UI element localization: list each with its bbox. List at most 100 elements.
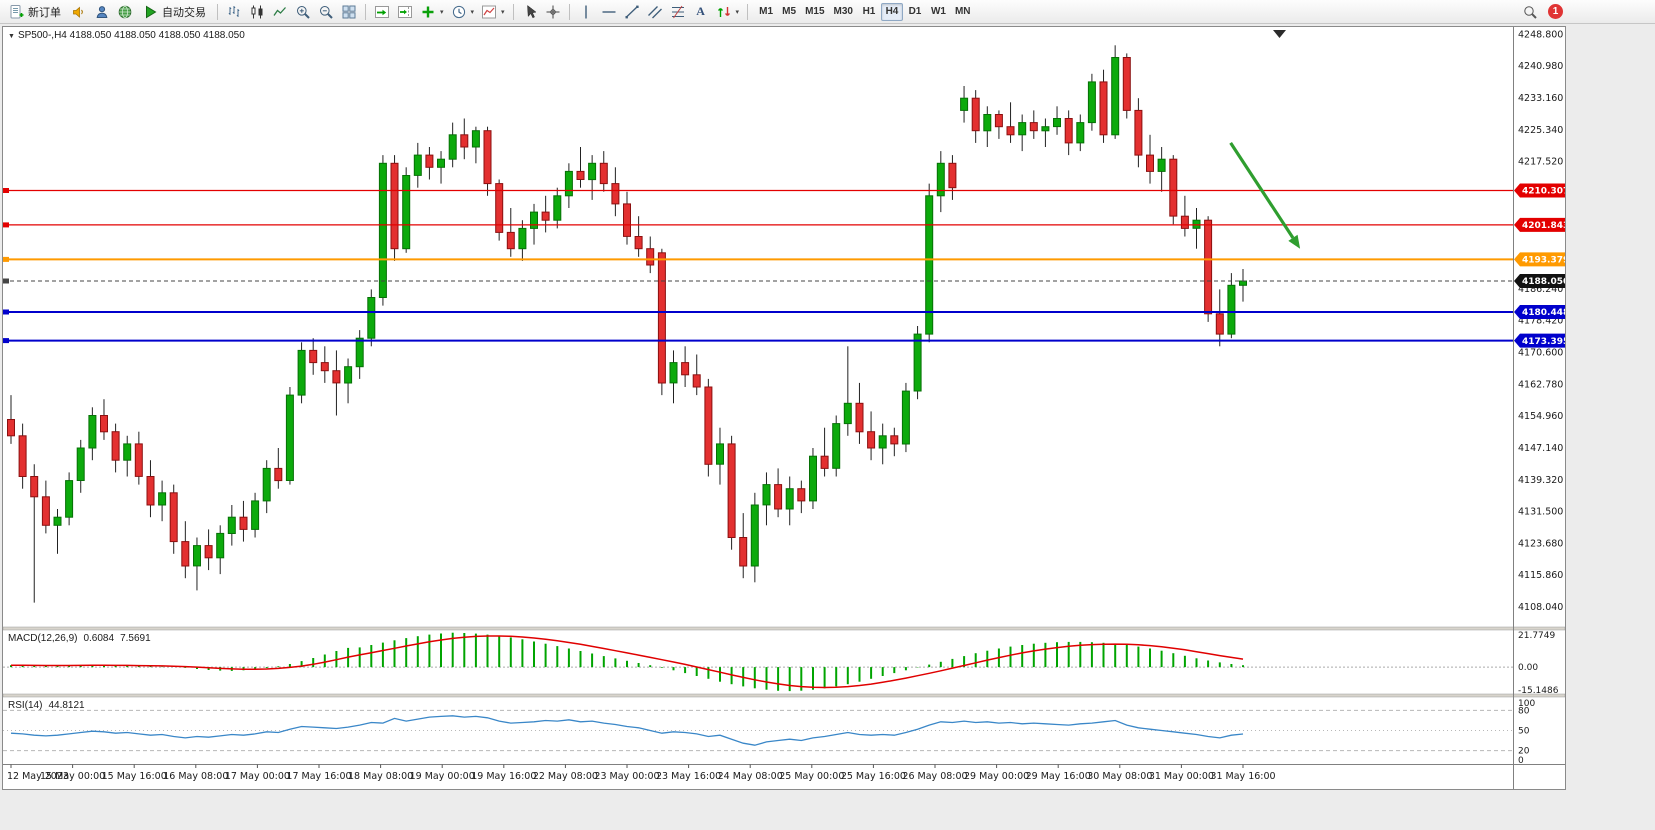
auto-trading-button[interactable]: 自动交易 (137, 2, 212, 22)
svg-text:4217.520: 4217.520 (1518, 157, 1563, 168)
zoom-in-icon (297, 5, 310, 19)
bar-chart-button[interactable] (223, 2, 245, 22)
auto-scroll-button[interactable] (371, 2, 393, 22)
notification-badge[interactable]: 1 (1548, 4, 1563, 19)
templates-button[interactable]: ▾ (478, 2, 508, 22)
timeframe-mn-button[interactable]: MN (951, 3, 975, 21)
price-chart-canvas[interactable]: 4248.800 4240.980 4233.160 4225.340 4217.520… (2, 27, 1569, 789)
zoom-out-button[interactable] (315, 2, 337, 22)
channel-tool-button[interactable] (644, 2, 666, 22)
svg-text:19 May 00:00: 19 May 00:00 (410, 771, 475, 782)
macd-panel: 21.7749 0.00 -15.1486 (3, 631, 1559, 696)
search-button[interactable] (1519, 2, 1541, 22)
timeframe-group: M1 M5 M15 M30 H1 H4 D1 W1 MN (755, 2, 975, 21)
toolbar-separator (512, 3, 514, 20)
svg-text:20: 20 (1518, 747, 1530, 757)
new-order-button[interactable]: 新订单 (3, 2, 67, 22)
text-tool-button[interactable]: A (690, 2, 712, 22)
svg-text:50: 50 (1518, 727, 1530, 737)
svg-text:-15.1486: -15.1486 (1518, 686, 1559, 696)
text-tool-icon: A (696, 4, 705, 18)
svg-text:4162.780: 4162.780 (1518, 379, 1563, 390)
template-chart-icon (482, 5, 497, 18)
svg-text:22 May 08:00: 22 May 08:00 (533, 771, 598, 782)
fibonacci-tool-button[interactable] (667, 2, 689, 22)
candlestick-icon (251, 5, 263, 18)
periods-button[interactable]: ▾ (448, 2, 478, 22)
svg-text:24 May 08:00: 24 May 08:00 (718, 771, 783, 782)
trendline-tool-button[interactable] (621, 2, 643, 22)
add-indicator-icon (422, 6, 434, 17)
timeframe-m30-button[interactable]: M30 (830, 3, 857, 21)
zoom-in-button[interactable] (292, 2, 314, 22)
toolbar-separator (217, 3, 218, 20)
svg-text:4201.843: 4201.843 (1522, 221, 1565, 231)
svg-text:21.7749: 21.7749 (1518, 631, 1555, 641)
svg-text:80: 80 (1518, 706, 1530, 716)
horizontal-level-lines[interactable] (3, 188, 1513, 344)
arrows-icon (717, 6, 730, 17)
chevron-down-icon: ▾ (501, 8, 505, 16)
trendline-icon (625, 5, 639, 18)
svg-text:4178.420: 4178.420 (1518, 316, 1563, 327)
chevron-down-icon: ▾ (440, 8, 444, 16)
svg-text:19 May 16:00: 19 May 16:00 (471, 771, 536, 782)
line-chart-icon (273, 6, 286, 16)
announcement-button[interactable] (68, 2, 90, 22)
bar-chart-icon (228, 5, 240, 17)
toolbar-separator (747, 3, 749, 20)
price-axis[interactable]: 4248.800 4240.980 4233.160 4225.340 4217.520… (1514, 29, 1569, 613)
document-plus-icon (10, 4, 24, 18)
indicators-button[interactable]: ▾ (417, 2, 447, 22)
profile-button[interactable] (91, 2, 113, 22)
svg-text:16 May 08:00: 16 May 08:00 (163, 771, 228, 782)
shift-marker-icon (1273, 30, 1286, 38)
vertical-line-icon (584, 5, 587, 18)
chart-shift-button[interactable] (394, 2, 416, 22)
timeframe-m1-button[interactable]: M1 (755, 3, 777, 21)
timeframe-h4-button[interactable]: H4 (880, 2, 903, 21)
line-chart-button[interactable] (269, 2, 291, 22)
svg-text:4188.050: 4188.050 (1522, 277, 1565, 287)
timeframe-m15-button[interactable]: M15 (801, 3, 828, 21)
cursor-tool-button[interactable] (519, 2, 541, 22)
trend-arrow-annotation[interactable] (1229, 142, 1301, 249)
chart-frame (2, 27, 1566, 789)
crosshair-icon (546, 5, 560, 18)
svg-text:23 May 16:00: 23 May 16:00 (656, 771, 721, 782)
chevron-down-icon: ▾ (735, 8, 740, 16)
timeframe-d1-button[interactable]: D1 (904, 3, 926, 21)
tile-windows-icon (342, 5, 356, 18)
toolbar: 新订单 自动交易 (0, 0, 1655, 24)
svg-text:12 May 2023: 12 May 2023 (7, 771, 69, 782)
tile-windows-button[interactable] (338, 2, 360, 22)
svg-text:25 May 16:00: 25 May 16:00 (841, 771, 906, 782)
svg-text:17 May 16:00: 17 May 16:00 (286, 771, 351, 782)
zoom-out-icon (320, 5, 333, 19)
svg-text:31 May 00:00: 31 May 00:00 (1149, 771, 1214, 782)
timeframe-m5-button[interactable]: M5 (778, 3, 800, 21)
new-order-label: 新订单 (28, 6, 61, 19)
svg-text:15 May 00:00: 15 May 00:00 (40, 771, 105, 782)
svg-text:17 May 00:00: 17 May 00:00 (225, 771, 290, 782)
crosshair-tool-button[interactable] (542, 2, 564, 22)
candlestick-chart-button[interactable] (246, 2, 268, 22)
arrows-tool-button[interactable]: ▾ (713, 2, 743, 22)
horizontal-line-tool-button[interactable] (598, 2, 620, 22)
svg-text:0.00: 0.00 (1518, 663, 1538, 673)
timeframe-h1-button[interactable]: H1 (858, 3, 880, 21)
community-button[interactable] (114, 2, 136, 22)
horizontal-line-icon (602, 10, 616, 13)
svg-text:31 May 16:00: 31 May 16:00 (1210, 771, 1275, 782)
svg-text:0: 0 (1518, 756, 1524, 766)
svg-text:4170.600: 4170.600 (1518, 348, 1563, 359)
svg-text:4233.160: 4233.160 (1518, 93, 1563, 104)
vertical-line-tool-button[interactable] (575, 2, 597, 22)
svg-text:100: 100 (1518, 699, 1535, 709)
play-icon (146, 5, 157, 18)
svg-text:4210.307: 4210.307 (1522, 187, 1565, 197)
timeframe-w1-button[interactable]: W1 (927, 3, 950, 21)
